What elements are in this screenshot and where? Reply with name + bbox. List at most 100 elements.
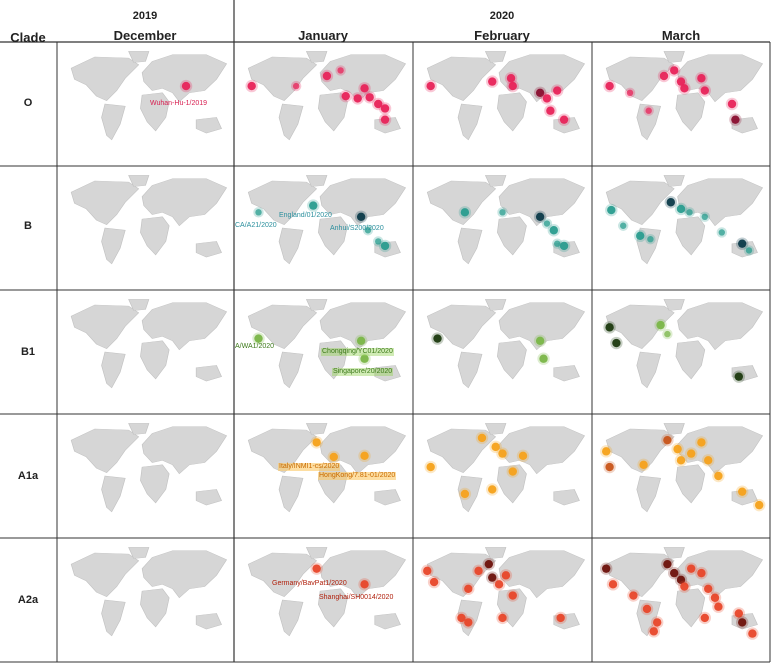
clade-label-b: B [24,220,32,232]
continent-africa [497,464,527,504]
sample-location-marker [488,77,497,86]
continent-northAmerica [247,304,318,349]
sample-location-marker [602,447,611,456]
continent-eurasia [498,550,586,599]
sample-location-marker [457,613,466,623]
continent-northAmerica [426,56,497,101]
sample-location-marker [292,82,300,90]
sample-location-marker [700,86,709,95]
continent-australia [195,117,222,134]
continent-eurasia [319,178,407,227]
world-map [426,299,586,389]
continent-eurasia [141,550,228,599]
sample-location-marker [748,629,757,638]
continent-northAmerica [70,180,140,225]
sample-location-marker [360,354,369,363]
world-map [426,423,586,513]
continent-northAmerica [605,304,675,349]
continent-northAmerica [426,180,497,225]
continent-southAmerica [636,103,661,141]
sample-location-marker [460,208,470,217]
continent-australia [553,365,580,382]
sample-location-marker [360,84,369,93]
sample-location-marker [676,575,686,585]
sample-location-marker [518,451,528,461]
sample-location-marker [501,571,511,580]
continent-northAmerica [605,180,675,225]
sample-location-marker [460,489,470,499]
continent-africa [140,216,170,256]
sample-location-marker [704,456,713,465]
continent-africa [497,340,527,380]
month-header-march: March [661,28,701,43]
continent-southAmerica [636,475,661,513]
sample-location-marker [337,67,344,74]
continent-southAmerica [101,351,126,389]
sample-location-marker [312,438,321,447]
sample-location-marker [653,618,662,627]
continent-greenland [484,299,507,311]
sample-location-marker [559,241,569,251]
sample-location-marker [656,320,665,330]
sample-location-marker [686,209,693,216]
sample-location-marker [608,580,618,589]
sample-location-marker [612,338,621,348]
sample-location-marker [491,442,500,452]
continent-greenland [305,423,328,435]
continent-greenland [663,547,685,559]
continent-southAmerica [278,351,304,389]
sample-location-marker [755,500,764,510]
sample-location-marker [549,226,558,235]
sample-location-marker [535,336,545,345]
continent-northAmerica [247,56,318,101]
sample-location-marker [745,247,753,254]
world-map [247,175,407,265]
sample-location-marker [629,591,638,600]
clade-label-a1a: A1a [17,470,39,482]
world-map [605,51,764,141]
continent-eurasia [141,178,228,227]
sample-location-marker [433,334,442,343]
sample-location-marker [718,229,725,236]
sample-location-marker [542,94,552,103]
sample-location-marker [676,204,686,214]
sample-location-marker [645,107,652,114]
continent-eurasia [319,302,407,351]
continent-greenland [663,175,685,187]
continent-northAmerica [247,552,318,597]
continent-northAmerica [605,56,675,101]
sample-location-marker [636,231,645,241]
world-map [247,423,407,513]
sample-location-marker [484,559,494,569]
sample-location-marker [607,205,616,215]
sample-location-marker [700,613,709,623]
continent-northAmerica [605,428,675,473]
sample-location-marker [664,330,671,338]
continent-southAmerica [457,103,483,141]
continent-greenland [128,299,150,311]
continent-eurasia [498,302,586,351]
sample-location-marker [464,618,473,627]
sample-location-marker [254,334,263,343]
sample-location-marker [539,354,548,363]
sample-location-marker [380,104,390,113]
continent-eurasia [498,426,586,475]
continent-southAmerica [101,103,126,141]
sample-location-marker [488,485,497,494]
sample-location-marker [546,106,555,115]
sample-location-marker [734,609,743,618]
sample-location-marker [423,566,432,576]
sample-location-marker [508,467,517,476]
sample-location-marker [605,462,614,472]
continent-southAmerica [457,351,483,389]
sample-location-marker [670,66,679,75]
continent-southAmerica [636,351,661,389]
continent-greenland [128,51,150,63]
year-2019: 2019 [132,10,158,22]
continent-africa [140,92,170,132]
sample-location-marker [488,573,497,582]
sample-location-marker [701,213,708,220]
sample-location-marker [329,452,338,462]
sample-location-marker [605,323,614,332]
